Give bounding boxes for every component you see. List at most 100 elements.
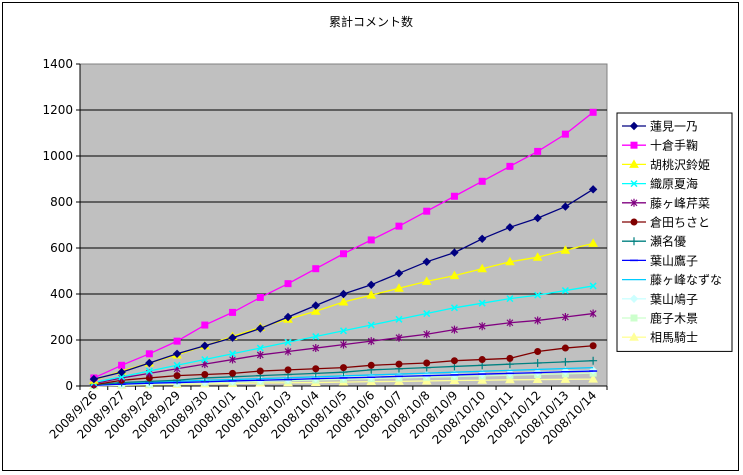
data-point <box>312 265 320 273</box>
y-tick-label: 0 <box>65 379 73 393</box>
data-point <box>588 185 598 194</box>
chart-title: 累計コメント数 <box>329 14 413 29</box>
legend-marker <box>630 141 638 149</box>
data-point <box>339 327 348 335</box>
y-tick-label: 400 <box>50 287 73 301</box>
data-point <box>477 234 487 244</box>
legend-label: 瀬名優 <box>650 234 686 249</box>
data-point <box>534 316 542 325</box>
data-point <box>256 344 264 352</box>
data-point <box>478 322 486 331</box>
data-point <box>534 348 542 355</box>
data-point <box>395 222 403 230</box>
data-point <box>395 315 403 323</box>
data-point <box>201 356 209 364</box>
data-point <box>339 289 348 299</box>
series-5 <box>90 309 597 388</box>
data-point <box>506 162 514 170</box>
data-point <box>173 372 181 380</box>
data-point <box>312 365 320 373</box>
legend-label: 葉山鳩子 <box>650 292 698 306</box>
data-point <box>450 304 458 312</box>
data-point <box>478 177 486 185</box>
y-tick-label: 200 <box>50 333 73 347</box>
data-point <box>367 236 375 244</box>
data-point <box>561 357 570 366</box>
legend-label: 蓮見一乃 <box>650 120 698 134</box>
data-point <box>589 108 597 116</box>
data-point <box>422 257 431 267</box>
data-point <box>588 374 598 383</box>
legend-label: 織原夏海 <box>650 176 698 191</box>
data-point <box>340 250 347 258</box>
legend-marker <box>630 237 638 246</box>
data-point <box>450 248 459 257</box>
data-point <box>200 341 210 350</box>
data-point <box>117 367 126 377</box>
legend-marker <box>630 314 638 322</box>
data-point <box>173 361 181 369</box>
y-tick-label: 1000 <box>42 149 73 163</box>
data-point <box>395 360 403 368</box>
data-point <box>173 337 181 345</box>
data-point <box>340 364 347 372</box>
data-point <box>589 356 598 365</box>
data-point <box>534 147 542 155</box>
data-point <box>560 374 571 383</box>
legend-marker <box>629 332 639 341</box>
data-point <box>533 213 542 223</box>
legend-marker <box>630 180 638 188</box>
legend-label: 十倉手鞠 <box>650 138 698 153</box>
plot-area-layer: 02004006008001000120014002008/9/262008/9… <box>42 57 608 447</box>
legend-marker <box>629 159 639 168</box>
data-point <box>394 283 404 292</box>
legend-label: 藤ヶ峰芹菜 <box>650 196 710 210</box>
data-point <box>505 223 515 232</box>
data-point <box>423 310 431 318</box>
data-point <box>394 269 404 278</box>
data-point <box>533 359 542 367</box>
data-point <box>256 293 264 301</box>
data-point <box>589 309 597 318</box>
data-point <box>284 338 292 346</box>
data-point <box>561 130 569 138</box>
data-point <box>284 280 292 288</box>
data-point <box>451 325 458 334</box>
legend-marker <box>629 294 639 304</box>
legend-marker <box>630 198 638 207</box>
data-point <box>311 301 320 310</box>
data-point <box>256 367 264 375</box>
data-point <box>118 361 126 369</box>
data-point <box>532 374 543 384</box>
data-point <box>201 371 209 378</box>
data-point <box>506 354 514 362</box>
data-point <box>506 318 514 327</box>
data-point <box>561 313 569 321</box>
data-point <box>561 287 569 295</box>
data-point <box>589 282 597 290</box>
data-point <box>366 290 377 299</box>
data-point <box>423 359 431 367</box>
legend-label: 葉山鷹子 <box>650 253 698 268</box>
data-point <box>310 306 321 315</box>
data-point <box>367 280 376 290</box>
data-point <box>478 299 486 307</box>
data-point <box>534 291 542 299</box>
data-point <box>172 349 182 359</box>
legend-marker <box>630 218 638 226</box>
data-point <box>561 344 569 352</box>
y-tick-label: 1200 <box>42 103 73 117</box>
data-point <box>256 324 265 333</box>
y-tick-label: 800 <box>50 195 73 209</box>
data-point <box>367 361 375 369</box>
data-point <box>395 333 403 342</box>
data-point <box>505 256 515 266</box>
data-point <box>450 192 458 200</box>
data-point <box>229 308 237 316</box>
series-6 <box>90 342 597 389</box>
legend-label: 胡桃沢鈴姫 <box>650 157 710 172</box>
data-point <box>284 366 292 374</box>
data-point <box>588 238 598 247</box>
legend-box <box>616 112 733 352</box>
